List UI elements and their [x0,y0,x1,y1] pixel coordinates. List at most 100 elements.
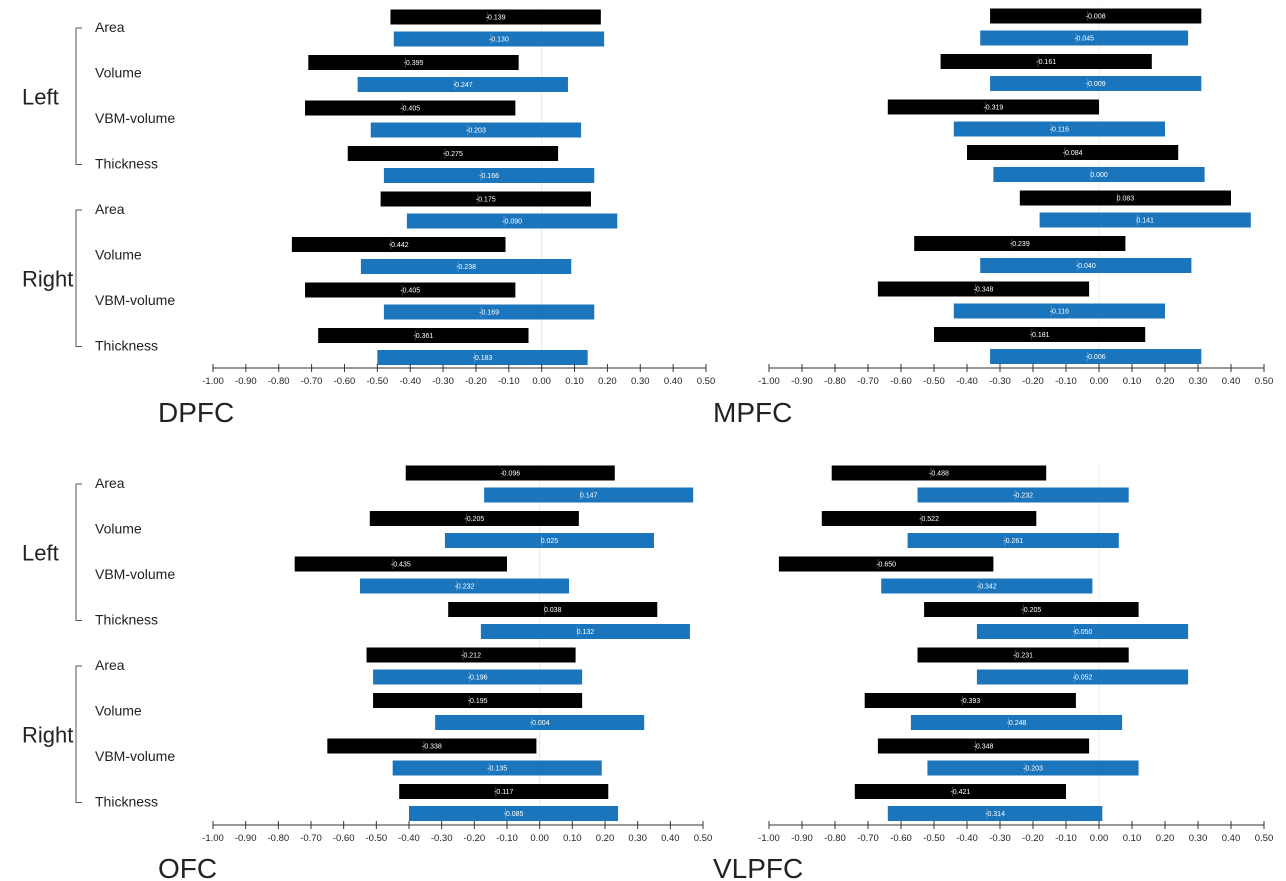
bar-right-volume-series2 [435,715,645,730]
x-tick-label: -0.80 [268,376,290,387]
bar-group: -0.052 [976,669,1189,685]
bar-right-thickness-series1 [318,328,529,343]
x-tick-label: 0.50 [697,376,716,387]
x-tick-label: -0.20 [1022,376,1044,387]
group-label-right: Right [22,722,73,747]
bar-value-label: 0.141 [1136,218,1154,225]
bar-group: -0.169 [383,304,595,320]
x-axis: -1.00 -0.90 -0.80 -0.70 -0.60 -0.50 -0.40 -0.30… [758,821,1273,844]
bar-group: -0.405 [305,282,516,298]
x-axis: -1.00 -0.90 -0.80 -0.70 -0.60 -0.50 -0.40 -0.30… [758,364,1273,387]
bar-group: -0.442 [291,237,506,252]
bar-right-vbm-volume-series1 [305,282,516,298]
bar-group: 0.083 [1019,190,1231,206]
x-tick-label: 0.40 [664,376,683,387]
x-tick-label: 0.40 [1222,376,1241,387]
x-tick-label: -0.10 [1055,376,1077,387]
bar-group: -0.004 [435,715,645,730]
bar-group: -0.261 [907,533,1119,548]
x-tick-label: -0.60 [333,833,355,844]
group-label-left: Left [22,84,59,109]
bar-value-label: -0.116 [1050,127,1069,134]
bar-left-volume-series1 [369,511,579,526]
x-tick-label: 0.50 [1255,833,1274,844]
bar-group: -0.361 [318,328,529,343]
bar-group: -0.319 [887,99,1099,115]
panel-ofc: -0.096 0.147 -0.205 0.025 -0.435 -0.232 0.038 0… [22,463,712,881]
row-label: Volume [95,521,142,537]
bar-group: -0.338 [327,738,537,754]
bar-value-label: -0.405 [400,106,420,113]
bar-value-label: -0.248 [1007,720,1027,727]
bar-group: -0.348 [877,281,1090,297]
bar-value-label: -0.195 [468,698,488,705]
x-tick-label: 0.20 [1156,376,1175,387]
bar-left-vbm-volume-series1 [294,556,507,572]
bar-left-thickness-series1 [347,146,559,161]
bar-value-label: 0.147 [580,493,598,500]
x-tick-label: 0.30 [1189,833,1208,844]
x-tick-label: -0.60 [890,833,912,844]
bar-right-vbm-volume-series2 [392,760,602,776]
bar-value-label: -0.261 [1003,538,1023,545]
x-tick-label: -0.40 [399,376,421,387]
bar-value-label: -0.004 [530,720,550,727]
bar-value-label: -0.040 [1076,263,1096,270]
bar-left-thickness-series2 [976,624,1189,639]
x-tick-label: -0.90 [235,833,257,844]
bar-left-volume-series1 [940,54,1152,69]
bar-value-label: -0.045 [1074,36,1094,43]
x-tick-label: -0.40 [956,833,978,844]
bar-group: -0.161 [940,54,1152,69]
x-tick-label: -0.50 [366,833,388,844]
x-axis: -1.00 -0.90 -0.80 -0.70 -0.60 -0.50 -0.40 -0.30… [202,821,712,844]
bar-left-vbm-volume-series2 [360,578,570,594]
row-label: Thickness [95,338,158,354]
bar-group: -0.116 [953,121,1165,137]
bar-value-label: -0.314 [985,811,1005,818]
bar-value-label: -0.650 [876,562,896,569]
bar-group: -0.009 [990,76,1202,91]
bar-left-vbm-volume-series2 [953,121,1165,137]
x-tick-label: -0.40 [956,376,978,387]
row-label: Thickness [95,612,158,628]
bar-value-label: -0.203 [1023,766,1043,773]
bar-value-label: -0.090 [502,219,522,226]
bar-right-thickness-series2 [409,806,619,821]
bar-group: -0.212 [366,647,576,663]
group-bracket [75,483,82,621]
bar-left-area-series2 [917,487,1129,503]
bar-group: -0.435 [294,556,507,572]
x-tick-label: -0.50 [923,376,945,387]
bar-group: 0.025 [444,533,654,548]
bar-value-label: 0.132 [577,629,595,636]
x-tick-label: -0.20 [464,833,486,844]
bar-value-label: -0.232 [1013,493,1033,500]
x-tick-label: -0.70 [857,833,879,844]
bar-value-label: -0.348 [974,744,994,751]
x-tick-label: 0.00 [1090,833,1109,844]
group-bracket [75,209,82,347]
bar-group: -0.116 [953,303,1165,319]
group-bracket [75,665,82,803]
bar-left-vbm-volume-series1 [778,556,994,572]
group-bracket [75,27,82,165]
bar-value-label: -0.050 [1073,629,1093,636]
bar-group: 0.141 [1039,212,1251,228]
bar-value-label: 0.038 [544,607,562,614]
bar-right-thickness-series1 [854,784,1066,799]
x-tick-label: -0.90 [235,376,257,387]
bar-group: -0.232 [917,487,1129,503]
bar-left-vbm-volume-series1 [305,100,516,116]
bar-right-area-series1 [366,647,576,663]
bar-value-label: -0.405 [400,288,420,295]
bar-left-volume-series2 [907,533,1119,548]
bar-right-thickness-series2 [887,806,1103,821]
x-tick-label: -0.70 [300,833,322,844]
row-label: VBM-volume [95,110,175,126]
bar-group: -0.314 [887,806,1103,821]
bar-group: 0.132 [480,624,690,639]
row-labels: Left Area Volume VBM-volume Thickness Right Ar… [22,19,175,354]
bar-group: -0.275 [347,146,559,161]
